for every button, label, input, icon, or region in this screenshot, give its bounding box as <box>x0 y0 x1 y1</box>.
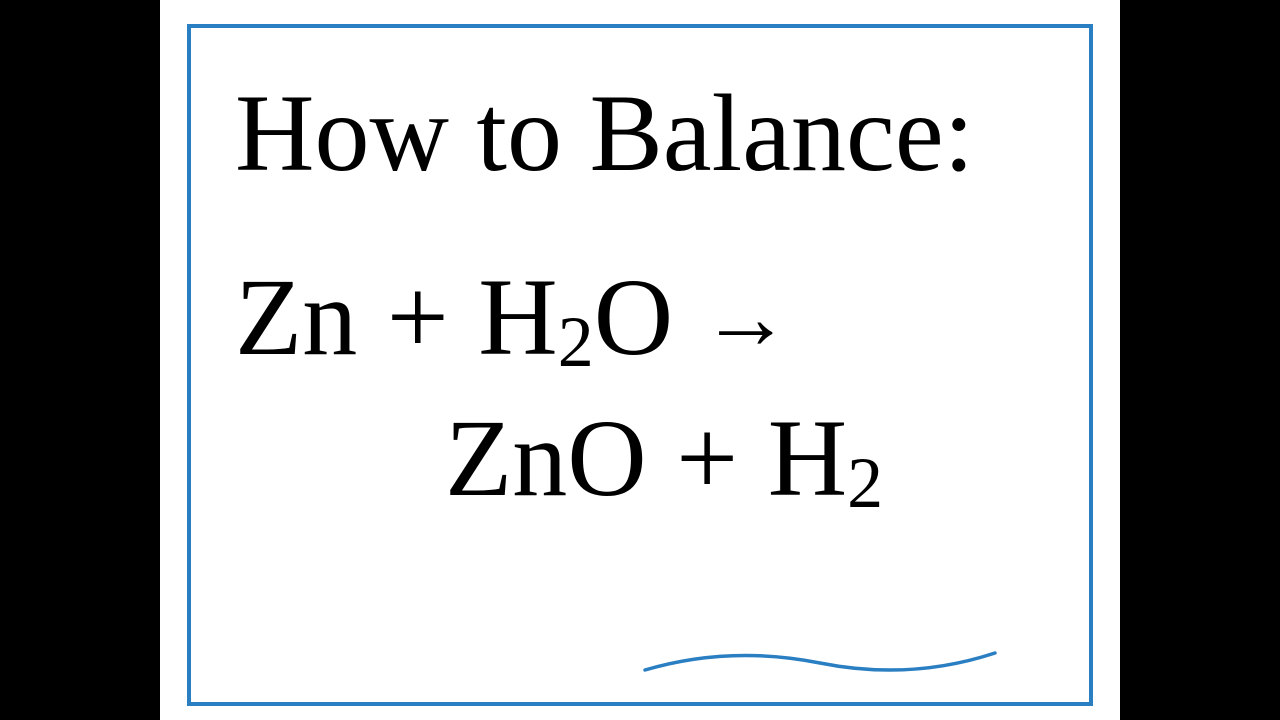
subscript-2: 2 <box>558 302 594 382</box>
reactant-o: O <box>594 256 673 378</box>
reactant-h: H <box>478 256 557 378</box>
equation-reactants: Zn + H2O → <box>235 257 1060 378</box>
slide-title: How to Balance: <box>235 70 1060 197</box>
plus-sign: + <box>676 397 738 519</box>
product-zno: ZnO <box>445 397 647 519</box>
underline-squiggle <box>640 635 1000 685</box>
reaction-arrow: → <box>701 269 791 368</box>
reactant-zn: Zn <box>235 256 357 378</box>
slide-frame: How to Balance: Zn + H2O → ZnO + H2 <box>160 0 1120 720</box>
equation-products: ZnO + H2 <box>445 398 1060 519</box>
slide-content: How to Balance: Zn + H2O → ZnO + H2 <box>235 70 1060 519</box>
subscript-2: 2 <box>847 443 883 523</box>
product-h: H <box>768 397 847 519</box>
plus-sign: + <box>387 256 449 378</box>
